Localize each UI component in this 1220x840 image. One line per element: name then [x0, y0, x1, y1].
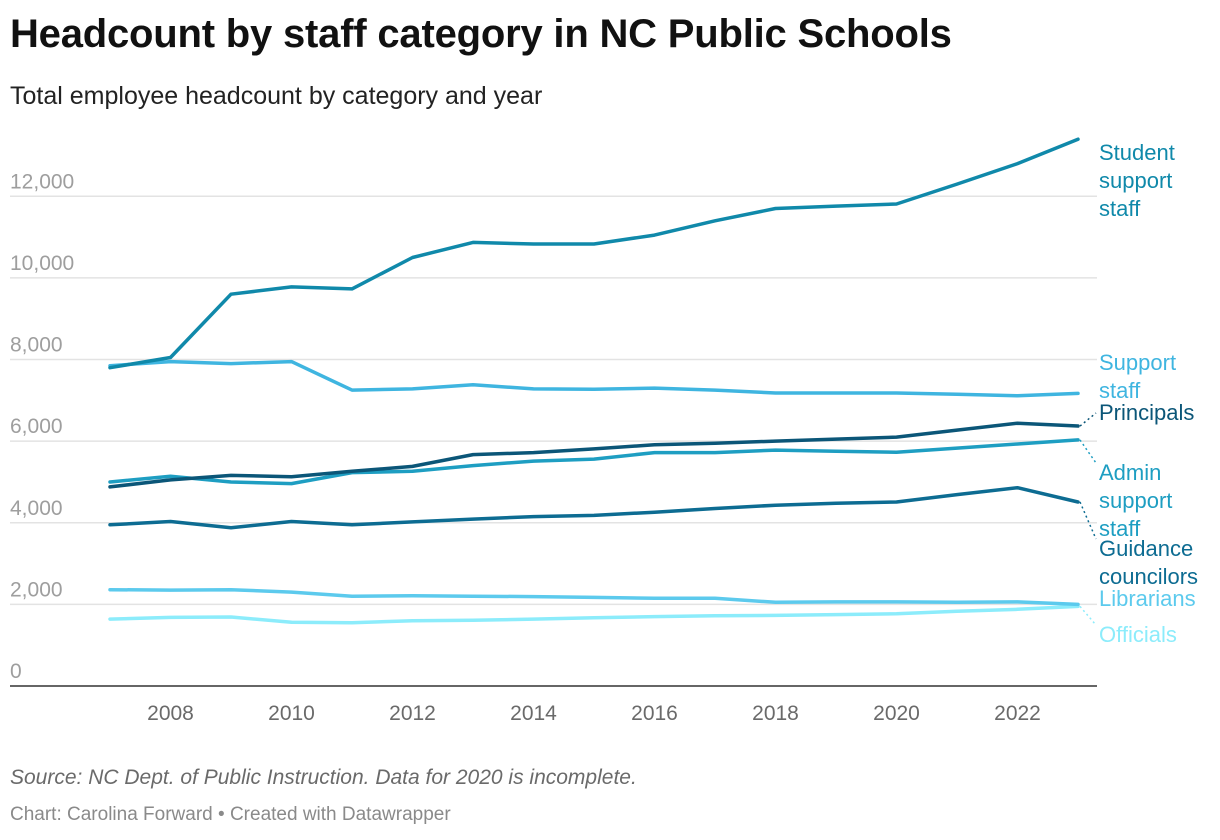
series-label-line: Guidance [1099, 536, 1193, 561]
series-label-librarians: Librarians [1099, 586, 1196, 611]
series-line-librarians [108, 587, 1080, 607]
series-label-guidance-councilors: Guidance councilors [1099, 536, 1198, 589]
x-tick-label: 2014 [510, 702, 557, 725]
y-tick-label: 12,000 [10, 170, 74, 193]
source-note: Source: NC Dept. of Public Instruction. … [10, 766, 637, 789]
series-label-line: support [1099, 168, 1172, 193]
chart-subtitle: Total employee headcount by category and… [10, 82, 543, 110]
series-label-line: Support [1099, 350, 1176, 375]
series-label-line: staff [1099, 516, 1141, 541]
label-leader-line [1079, 605, 1097, 626]
series-lines [108, 137, 1080, 625]
series-label-line: staff [1099, 196, 1141, 221]
series-label-line: support [1099, 488, 1172, 513]
y-tick-label: 0 [10, 660, 22, 683]
x-tick-label: 2020 [873, 702, 920, 725]
series-line-officials [108, 604, 1080, 625]
series-label-line: councilors [1099, 564, 1198, 589]
series-line-support-staff [108, 359, 1080, 398]
x-tick-label: 2010 [268, 702, 315, 725]
y-tick-label: 2,000 [10, 578, 63, 601]
x-axis-ticks: 2008 2010 2012 2014 2016 2018 2020 2022 [147, 702, 1041, 725]
label-leader-line [1079, 439, 1097, 464]
y-tick-label: 6,000 [10, 415, 63, 438]
series-label-line: Librarians [1099, 586, 1196, 611]
y-tick-label: 10,000 [10, 252, 74, 275]
y-tick-label: 8,000 [10, 334, 63, 357]
chart-credit: Chart: Carolina Forward • Created with D… [10, 804, 451, 825]
x-tick-label: 2012 [389, 702, 436, 725]
series-label-support-staff: Support staff [1099, 350, 1176, 403]
series-line-student-support-staff [108, 137, 1080, 370]
series-label-line: Principals [1099, 400, 1194, 425]
series-label-line: Student [1099, 140, 1175, 165]
series-label-line: Admin [1099, 460, 1161, 485]
series-line-principals [108, 421, 1080, 489]
series-label-line: staff [1099, 378, 1141, 403]
series-label-student-support-staff: Student support staff [1099, 140, 1175, 221]
series-label-admin-support-staff: Admin support staff [1099, 460, 1172, 541]
y-tick-label: 4,000 [10, 497, 63, 520]
series-line-admin-support-staff [108, 438, 1080, 486]
label-leader-line [1079, 412, 1097, 427]
label-leader-line [1079, 501, 1097, 540]
x-tick-label: 2022 [994, 702, 1041, 725]
series-label-line: Officials [1099, 622, 1177, 647]
series-line-guidance-councilors [108, 485, 1080, 530]
y-axis-ticks: 0 2,000 4,000 6,000 8,000 10,000 12,000 [10, 170, 74, 683]
chart-title: Headcount by staff category in NC Public… [10, 12, 952, 56]
x-tick-label: 2016 [631, 702, 678, 725]
series-label-principals: Principals [1099, 400, 1194, 425]
series-label-officials: Officials [1099, 622, 1177, 647]
x-tick-label: 2018 [752, 702, 799, 725]
x-tick-label: 2008 [147, 702, 194, 725]
